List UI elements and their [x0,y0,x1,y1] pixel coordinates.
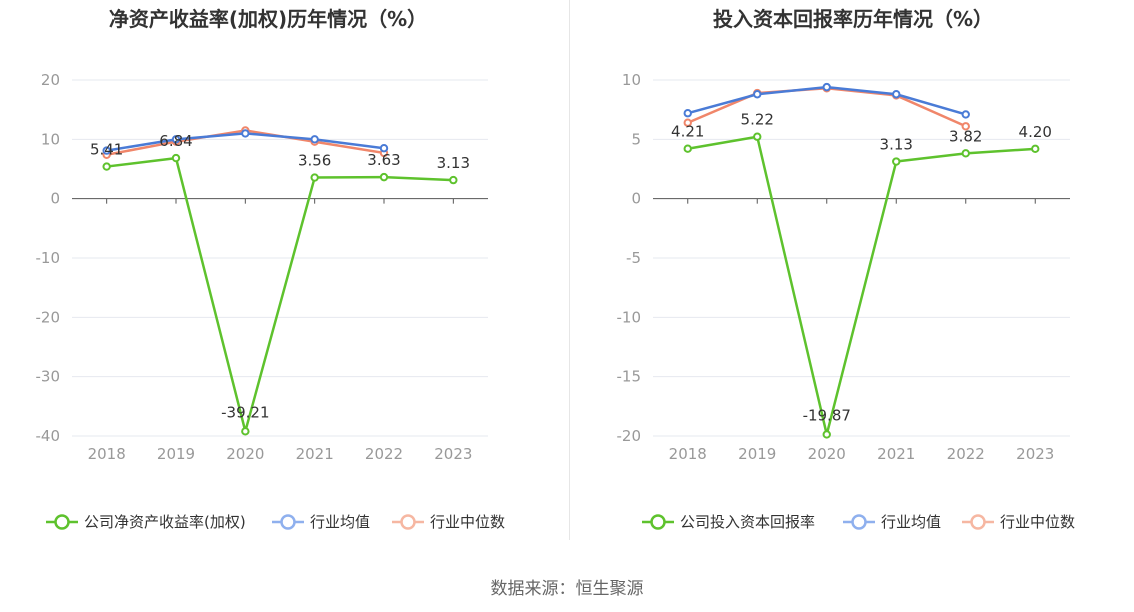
x-tick-label: 2021 [296,445,334,463]
series-line-company [106,156,454,433]
legend-item-company: 公司投入资本回报率 [642,513,815,531]
x-tick-label: 2020 [226,445,264,463]
y-tick-label: 10 [622,71,641,89]
data-label: 3.13 [437,154,470,172]
x-tick-label: 2020 [808,445,846,463]
data-point-avg [379,144,389,153]
legend-marker [280,514,296,530]
data-point-avg [683,109,692,118]
data-point-company [753,132,762,141]
x-tick-label: 2019 [738,445,776,463]
data-label: 4.20 [1019,123,1052,141]
data-label: 6.84 [159,132,192,150]
data-point-company [102,162,111,171]
data-label: 5.22 [741,111,774,129]
y-tick-label: 5 [631,130,641,148]
data-point-avg [102,146,111,155]
data-label: 3.82 [949,127,982,145]
legend-label: 行业中位数 [430,513,505,531]
data-point-company [241,427,250,436]
data-point-avg [753,90,762,99]
data-point-company [822,430,831,439]
data-point-avg [310,135,319,144]
y-tick-label: 0 [50,190,60,208]
data-label: 3.63 [367,151,400,169]
y-tick-label: -20 [36,308,61,326]
y-tick-label: -10 [36,249,61,267]
chart-title: 投入资本回报率历年情况（%） [713,7,993,31]
data-point-avg [822,82,831,92]
data-point-avg [241,129,250,138]
data-point-company [449,175,458,185]
y-tick-label: -10 [617,308,642,326]
legend-label: 行业均值 [881,513,941,531]
data-label: 4.21 [671,123,704,141]
x-tick-label: 2019 [157,445,195,463]
data-point-avg [171,135,181,144]
y-tick-label: 20 [41,71,60,89]
data-point-company [683,144,692,153]
data-point-avg [892,90,901,99]
data-point-company [1031,144,1040,154]
chart-1: 净资产收益率(加权)历年情况（%） 20 10 0 -10 -20 -30 -40 2018 20… [36,7,506,531]
data-label: 5.41 [90,141,123,159]
data-label: 3.56 [298,152,331,170]
legend-item-median: 行业中位数 [392,513,505,531]
y-tick-label: -40 [36,427,61,445]
legend-label: 行业中位数 [1000,513,1075,531]
x-tick-label: 2021 [877,445,915,463]
legend-label: 公司投入资本回报率 [680,513,815,531]
x-tick-label: 2018 [669,445,707,463]
x-tick-label: 2018 [88,445,126,463]
data-point-avg [961,110,970,119]
data-point-company [171,153,181,163]
data-point-company [379,172,389,182]
legend-item-company: 公司净资产收益率(加权) [46,513,246,531]
data-point-median [961,122,970,131]
data-point-company [892,157,901,166]
data-point-median [683,118,692,127]
data-point-company [310,173,319,182]
series-line-company [687,135,1036,436]
legend-label: 公司净资产收益率(加权) [84,513,246,531]
legend-item-median: 行业中位数 [962,513,1075,531]
x-tick-label: 2023 [434,445,472,463]
data-label: -19.87 [803,406,851,424]
y-tick-label: -20 [617,427,642,445]
y-tick-label: -15 [617,368,642,386]
legend-marker [851,514,867,530]
data-source-text: 数据来源：恒生聚源 [490,579,644,599]
x-tick-label: 2023 [1016,445,1054,463]
chart-2: 投入资本回报率历年情况（%） 10 5 0 -5 -10 -15 -20 2018 2019 202… [617,7,1076,531]
chart-title: 净资产收益率(加权)历年情况（%） [109,7,427,31]
legend-marker [400,514,416,530]
legend-label: 行业均值 [310,513,370,531]
legend-item-avg: 行业均值 [272,513,370,531]
y-tick-label: -5 [626,249,641,267]
x-tick-label: 2022 [947,445,985,463]
chart-divider [569,0,570,540]
legend-marker [54,514,70,530]
data-point-company [961,149,970,158]
series-line-median [687,87,967,128]
legend-marker [650,514,666,530]
y-tick-label: 10 [41,130,60,148]
legend-marker [970,514,986,530]
data-label: -39.21 [221,403,269,421]
x-tick-label: 2022 [365,445,403,463]
data-label: 3.13 [880,136,913,154]
y-tick-label: 0 [631,190,641,208]
legend-item-avg: 行业均值 [843,513,941,531]
y-tick-label: -30 [36,368,61,386]
